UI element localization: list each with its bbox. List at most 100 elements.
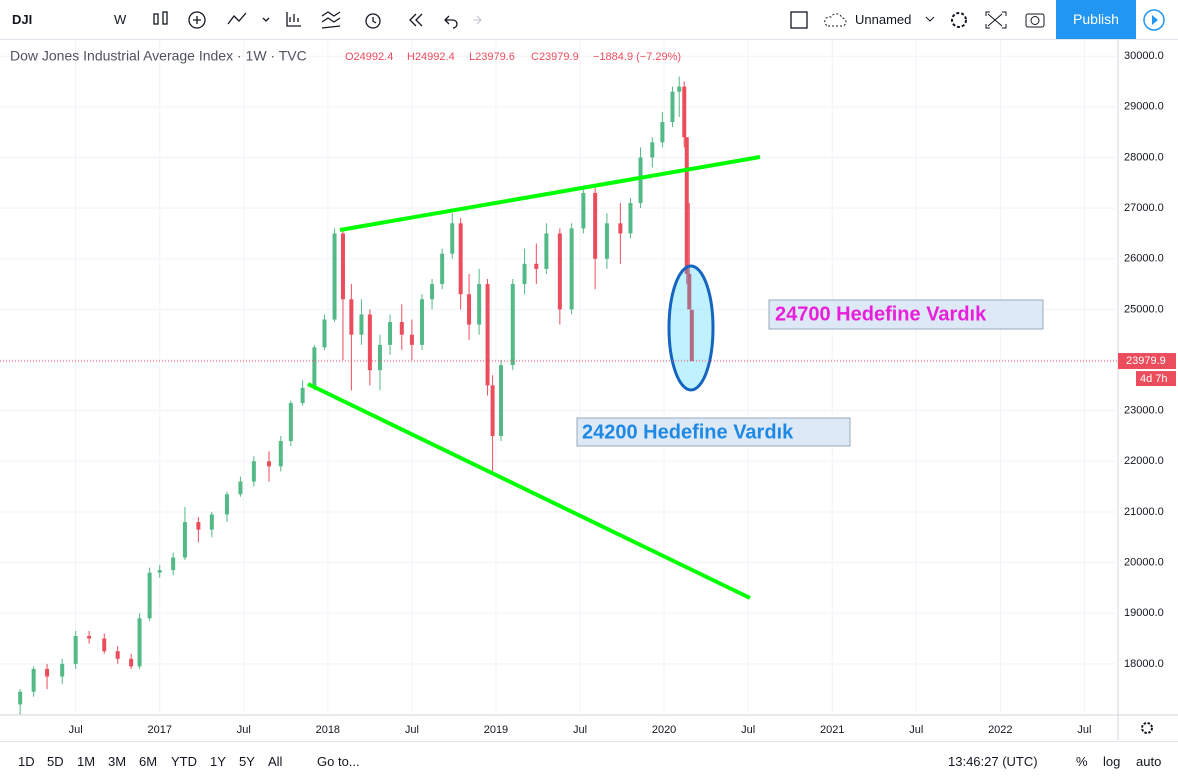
layout-name[interactable]: Unnamed [855, 12, 912, 27]
range[interactable]: YTD [171, 754, 197, 769]
candle-body [224, 494, 229, 515]
x-tick-label: 2021 [820, 724, 844, 736]
candle-body [409, 334, 414, 345]
play-icon[interactable] [1142, 8, 1166, 32]
candle-body [458, 223, 463, 295]
x-tick-label: Jul [237, 724, 251, 736]
toolbar-icons [153, 11, 482, 29]
annotation-box [768, 299, 1044, 330]
candle-body [618, 223, 623, 234]
symbol[interactable]: DJI [12, 12, 33, 27]
x-tick-label: 2020 [652, 724, 676, 736]
auto-toggle[interactable]: auto [1136, 754, 1162, 769]
top-toolbar: DJI W Unnamed Publish [0, 0, 1178, 40]
candle-body [682, 86, 687, 138]
settings-icon[interactable] [1141, 722, 1153, 734]
legend-change: −1884.9 (−7.29%) [593, 51, 681, 63]
countdown-tag [1136, 371, 1176, 387]
x-tick-label: Jul [69, 724, 83, 736]
candle-body [490, 385, 495, 436]
upper-trendline [339, 155, 761, 232]
candle-body [349, 299, 354, 335]
candle-body [660, 122, 665, 143]
candle-body [467, 294, 472, 325]
x-tick-label: Jul [573, 724, 587, 736]
y-tick-label: 19000.0 [1124, 607, 1164, 619]
candle-body [687, 273, 692, 310]
countdown-label: 4d 7h [1140, 373, 1168, 385]
toolbar-icons-right [790, 11, 1045, 29]
candle-body [312, 347, 317, 388]
range[interactable]: All [268, 754, 283, 769]
x-tick-label: Jul [1077, 724, 1091, 736]
candle-body [60, 663, 65, 677]
candle-body [670, 91, 675, 123]
candle-body [498, 365, 503, 436]
range[interactable]: 1M [77, 754, 96, 769]
bottom-bar: 1D 5D 1M 3M 6M YTD 1Y 5Y All Go to... 13… [0, 741, 1178, 783]
candle-body [377, 344, 382, 371]
log-toggle[interactable]: log [1103, 754, 1121, 769]
clock: 13:46:27 (UTC) [948, 754, 1038, 769]
last-price-label: 23979.9 [1126, 355, 1166, 367]
range[interactable]: 1Y [210, 754, 226, 769]
y-tick-label: 28000.0 [1124, 151, 1164, 163]
candle-body [73, 636, 78, 664]
candle-body [87, 636, 92, 639]
annotation: 24200 Hedefine Vardık [582, 421, 794, 443]
candle-body [677, 86, 682, 92]
range[interactable]: 6M [139, 754, 158, 769]
candle-body [31, 668, 36, 692]
candle-body [171, 557, 176, 571]
candle-body [593, 192, 598, 259]
publish-button[interactable]: Publish [1056, 0, 1136, 39]
y-tick-label: 27000.0 [1124, 202, 1164, 214]
x-tick-label: 2017 [147, 724, 171, 736]
candle-body [569, 228, 574, 310]
candle-body [147, 572, 152, 619]
x-tick-label: Jul [741, 724, 755, 736]
candle-body [534, 263, 539, 269]
goto[interactable]: Go to... [317, 754, 360, 769]
plot-area [0, 40, 1118, 715]
range[interactable]: 5D [47, 754, 64, 769]
candle-body [18, 691, 23, 705]
candle-body [430, 284, 435, 300]
candle-body [251, 461, 256, 482]
x-tick-label: Jul [909, 724, 923, 736]
candle-body [581, 192, 586, 229]
candle-body [129, 658, 134, 667]
candle-body [238, 481, 243, 495]
candle-body [419, 299, 424, 345]
candle-body [485, 284, 490, 386]
y-tick-label: 21000.0 [1124, 506, 1164, 518]
x-tick-label: 2018 [316, 724, 340, 736]
candle-body [340, 233, 345, 300]
x-tick-label: 2019 [484, 724, 508, 736]
candle-body [557, 233, 562, 310]
candle-body [477, 284, 482, 325]
candle-body [45, 668, 50, 677]
legend-low: L23979.6 [469, 51, 515, 63]
candle-body [544, 233, 549, 269]
candle-body [266, 461, 271, 467]
candle-body [628, 203, 633, 234]
candle-body [115, 651, 120, 659]
y-tick-label: 18000.0 [1124, 658, 1164, 670]
range[interactable]: 1D [18, 754, 35, 769]
percent-toggle[interactable]: % [1076, 754, 1088, 769]
lower-trendline [307, 382, 751, 600]
range[interactable]: 5Y [239, 754, 255, 769]
range[interactable]: 3M [108, 754, 127, 769]
candle-body [102, 638, 107, 652]
interval[interactable]: W [114, 12, 127, 27]
candle-body [650, 142, 655, 158]
legend-close: C23979.9 [531, 51, 579, 63]
chart: 24700 Hedefine Vardık 24200 Hedefine Var… [0, 40, 1178, 740]
target-ellipse [667, 264, 715, 392]
y-tick-label: 30000.0 [1124, 50, 1164, 62]
candle-body [440, 253, 445, 285]
candle-body [288, 403, 293, 442]
candle-body [332, 233, 337, 320]
